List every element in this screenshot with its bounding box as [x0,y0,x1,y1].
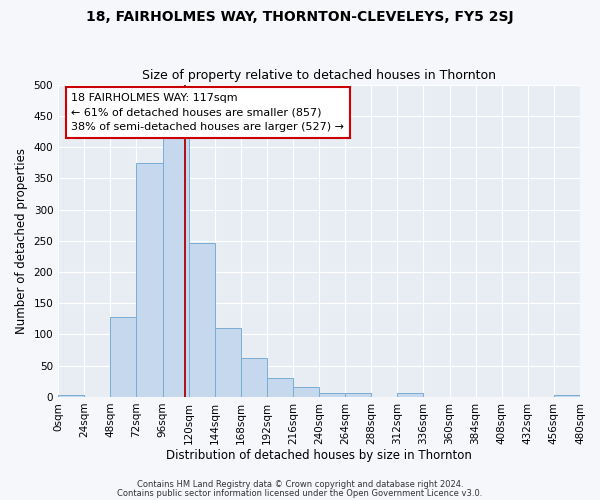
Bar [345,393,371,397]
Bar [554,395,580,397]
Bar [58,395,84,397]
Title: Size of property relative to detached houses in Thornton: Size of property relative to detached ho… [142,69,496,82]
Bar [215,328,241,397]
Bar [267,378,293,397]
Y-axis label: Number of detached properties: Number of detached properties [15,148,28,334]
Bar [110,317,136,397]
Bar [188,244,215,397]
Text: Contains public sector information licensed under the Open Government Licence v3: Contains public sector information licen… [118,488,482,498]
Text: 18, FAIRHOLMES WAY, THORNTON-CLEVELEYS, FY5 2SJ: 18, FAIRHOLMES WAY, THORNTON-CLEVELEYS, … [86,10,514,24]
Bar [319,392,345,397]
Bar [293,387,319,397]
Bar [397,393,424,397]
Bar [163,136,188,397]
Bar [241,358,267,397]
Text: Contains HM Land Registry data © Crown copyright and database right 2024.: Contains HM Land Registry data © Crown c… [137,480,463,489]
Bar [136,162,163,397]
X-axis label: Distribution of detached houses by size in Thornton: Distribution of detached houses by size … [166,450,472,462]
Text: 18 FAIRHOLMES WAY: 117sqm
← 61% of detached houses are smaller (857)
38% of semi: 18 FAIRHOLMES WAY: 117sqm ← 61% of detac… [71,92,344,132]
